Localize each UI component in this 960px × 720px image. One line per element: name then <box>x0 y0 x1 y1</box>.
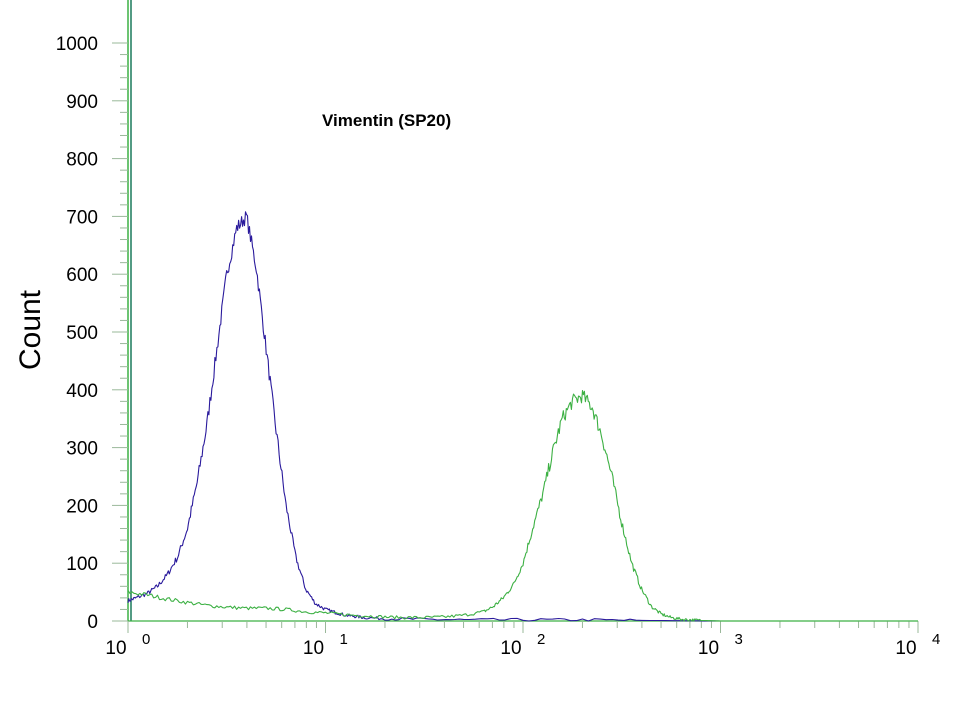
y-axis-label: Count <box>14 289 47 370</box>
y-tick-label: 300 <box>66 439 98 460</box>
y-tick-label: 1000 <box>56 34 98 55</box>
y-tick-label: 700 <box>66 207 98 228</box>
x-axis: 10 0 10 1 10 2 10 3 10 4 <box>105 620 940 659</box>
y-tick-label: 100 <box>66 554 98 575</box>
y-tick-label: 400 <box>66 381 98 402</box>
x-tick-exponent: 3 <box>735 631 743 648</box>
series-line-1 <box>127 211 918 622</box>
x-tick-exponent: 4 <box>932 631 940 648</box>
x-tick-exponent: 0 <box>142 631 150 648</box>
x-tick-exponent: 2 <box>537 631 545 648</box>
x-tick-exponent: 1 <box>340 631 348 648</box>
y-tick-label: 200 <box>66 496 98 517</box>
x-tick-label: 10 <box>303 638 324 659</box>
y-tick-label: 800 <box>66 150 98 171</box>
x-tick-label: 10 <box>895 638 916 659</box>
series-line-2 <box>127 389 918 622</box>
y-tick-label: 600 <box>66 265 98 286</box>
y-tick-label: 500 <box>66 323 98 344</box>
x-tick-label: 10 <box>105 638 126 659</box>
y-tick-label: 0 <box>87 612 98 633</box>
y-axis: 0 100 200 300 400 500 600 700 800 900 1000 <box>56 0 132 633</box>
y-tick-label: 900 <box>66 92 98 113</box>
chart-title: Vimentin (SP20) <box>322 111 451 130</box>
x-tick-label: 10 <box>698 638 719 659</box>
series-layer <box>127 211 918 622</box>
x-tick-label: 10 <box>500 638 521 659</box>
